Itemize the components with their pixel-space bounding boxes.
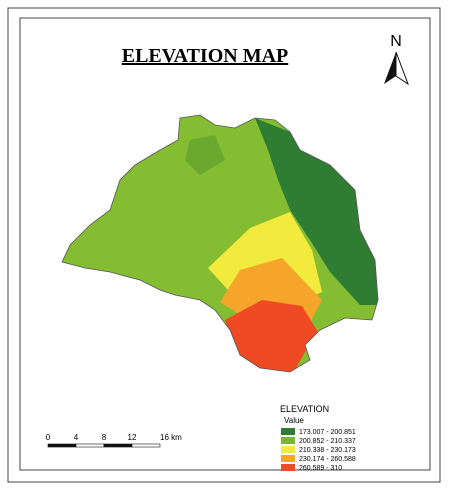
legend-swatch xyxy=(281,437,295,444)
scale-segment xyxy=(47,443,77,448)
scale-label: 0 xyxy=(46,433,51,442)
scale-label: 12 xyxy=(128,433,137,442)
north-label: N xyxy=(390,33,402,50)
legend-label: 210.338 - 230.173 xyxy=(299,447,356,454)
scale-label: 8 xyxy=(102,433,107,442)
map-title: ELEVATION MAP xyxy=(122,45,289,67)
inner-frame xyxy=(19,17,431,471)
legend-label: 200.852 - 210.337 xyxy=(299,438,356,445)
legend-subtitle: Value xyxy=(284,416,304,425)
legend-title: ELEVATION xyxy=(280,404,329,414)
scale-segment xyxy=(103,443,133,448)
scale-segment xyxy=(75,443,105,448)
scale-label: 16 km xyxy=(160,433,182,442)
legend-label: 173.007 - 200.851 xyxy=(299,429,356,436)
legend-swatch xyxy=(281,428,295,435)
legend-label: 230.174 - 260.588 xyxy=(299,456,356,463)
north-arrow: N xyxy=(384,33,410,86)
scale-label: 4 xyxy=(74,433,79,442)
outer-frame xyxy=(7,7,441,483)
legend-swatch xyxy=(281,455,295,462)
legend-label: 260.589 - 310 xyxy=(299,465,342,472)
scale-bar: 0 4 8 12 16 km xyxy=(46,433,182,448)
legend: ELEVATION Value 173.007 - 200.851 200.852… xyxy=(280,404,356,472)
legend-swatch xyxy=(281,464,295,471)
scale-segment xyxy=(131,443,161,448)
elevation-raster xyxy=(62,115,378,372)
legend-swatch xyxy=(281,446,295,453)
